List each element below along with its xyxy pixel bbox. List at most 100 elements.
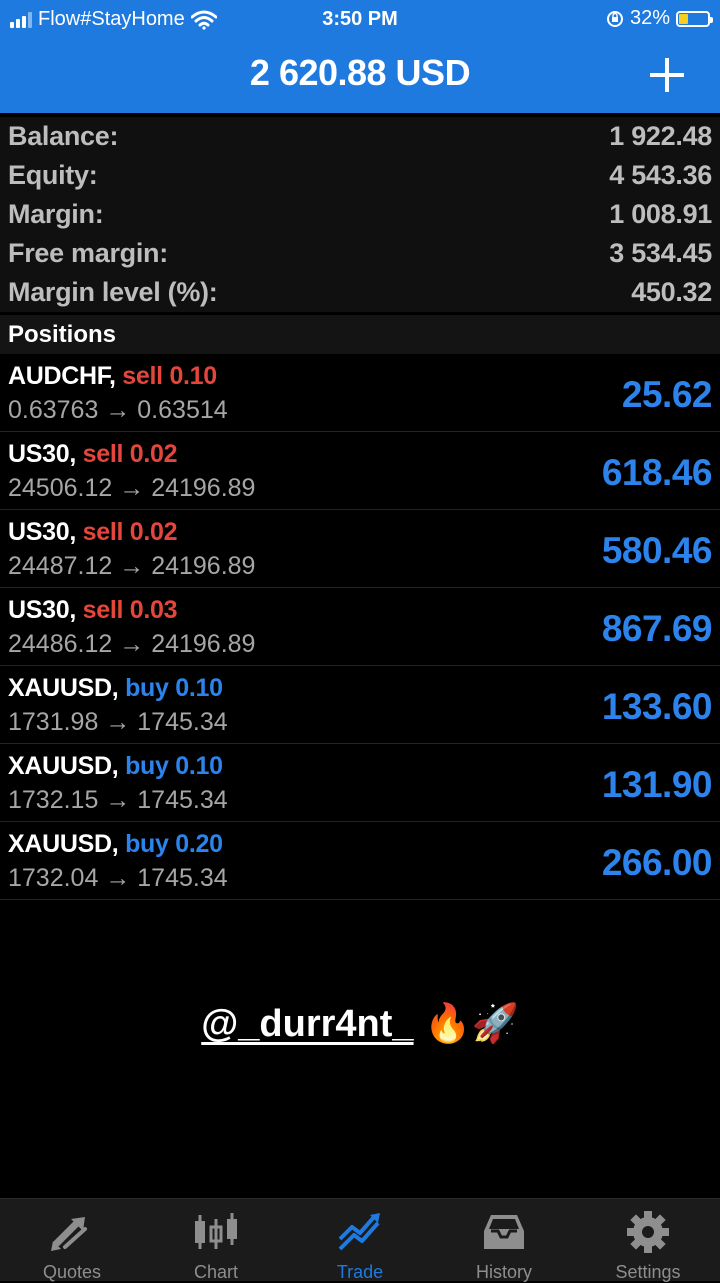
summary-row: Margin: 1 008.91: [0, 195, 720, 234]
arrow-right-icon: →: [112, 474, 152, 502]
tab-chart[interactable]: Chart: [144, 1199, 288, 1282]
signal-icon: [10, 11, 32, 28]
position-profit: 131.90: [601, 764, 713, 805]
current-price: 24196.89: [151, 474, 256, 502]
account-summary: Balance: 1 922.48 Equity: 4 543.36 Margin: 1 …: [0, 117, 720, 312]
position-type: buy: [125, 752, 169, 780]
summary-label: Free margin:: [8, 238, 168, 268]
position-row[interactable]: US30, sell 0.02 24506.12 → 24196.89 618.46: [0, 432, 720, 510]
position-profit: 580.46: [601, 530, 713, 571]
position-volume: 0.20: [175, 830, 223, 858]
position-symbol: US30,: [8, 596, 76, 624]
watermark: @_durr4nt_ 🔥🚀: [0, 1002, 720, 1046]
arrow-right-icon: →: [98, 708, 138, 736]
summary-value: 450.32: [631, 277, 712, 307]
position-title: XAUUSD, buy 0.20: [8, 830, 223, 859]
position-profit: 25.62: [621, 374, 713, 415]
top-header: Flow#StayHome 3:50 PM 32% 2 620.88 USD: [0, 0, 720, 113]
wifi-icon: [190, 10, 217, 30]
open-price: 24487.12: [8, 552, 113, 580]
arrow-right-icon: →: [98, 864, 138, 892]
open-price: 24486.12: [8, 630, 113, 658]
arrow-right-icon: →: [112, 630, 152, 658]
clock: 3:50 PM: [322, 8, 398, 30]
position-title: XAUUSD, buy 0.10: [8, 752, 223, 781]
current-price: 1745.34: [137, 786, 228, 814]
position-symbol: XAUUSD,: [8, 752, 119, 780]
positions-list: AUDCHF, sell 0.10 0.63763 → 0.63514 25.62 U…: [0, 354, 720, 900]
summary-value: 4 543.36: [609, 160, 712, 190]
position-volume: 0.02: [129, 440, 178, 468]
inbox-tray-icon: [484, 1215, 524, 1249]
tab-label: Chart: [193, 1262, 238, 1282]
position-type: buy: [125, 674, 169, 702]
arrow-right-icon: →: [98, 396, 138, 424]
summary-row: Free margin: 3 534.45: [0, 234, 720, 273]
position-type: sell: [82, 440, 124, 468]
carrier-group: Flow#StayHome: [10, 8, 217, 31]
position-prices: 1732.04 → 1745.34: [8, 864, 228, 893]
tab-label: Settings: [615, 1262, 681, 1282]
battery-icon: [676, 10, 713, 27]
status-bar: Flow#StayHome 3:50 PM 32%: [0, 0, 720, 40]
summary-row: Equity: 4 543.36: [0, 156, 720, 195]
position-title: US30, sell 0.03: [8, 596, 178, 625]
position-prices: 1731.98 → 1745.34: [8, 708, 228, 737]
tab-trade[interactable]: Trade: [288, 1199, 432, 1282]
position-title: US30, sell 0.02: [8, 518, 178, 547]
position-title: AUDCHF, sell 0.10: [8, 362, 217, 391]
position-prices: 0.63763 → 0.63514: [8, 396, 228, 425]
orientation-lock-icon: [606, 10, 623, 27]
summary-label: Margin level (%):: [8, 277, 218, 307]
current-price: 1745.34: [137, 864, 228, 892]
position-type: sell: [82, 596, 124, 624]
position-row[interactable]: XAUUSD, buy 0.10 1731.98 → 1745.34 133.60: [0, 666, 720, 744]
tab-label: Quotes: [42, 1262, 102, 1282]
position-type: sell: [122, 362, 163, 390]
summary-label: Balance:: [8, 121, 119, 151]
tab-settings[interactable]: Settings: [576, 1199, 720, 1282]
current-price: 24196.89: [151, 630, 256, 658]
candlestick-chart-icon: [195, 1213, 237, 1249]
tab-label: History: [475, 1262, 532, 1282]
position-row[interactable]: US30, sell 0.03 24486.12 → 24196.89 867.69: [0, 588, 720, 666]
battery-group: 32%: [606, 7, 713, 30]
position-row[interactable]: US30, sell 0.02 24487.12 → 24196.89 580.46: [0, 510, 720, 588]
page-title: 2 620.88 USD: [249, 52, 471, 93]
current-price: 1745.34: [137, 708, 228, 736]
summary-label: Equity:: [8, 160, 98, 190]
position-symbol: AUDCHF,: [8, 362, 116, 390]
position-prices: 1732.15 → 1745.34: [8, 786, 228, 815]
tab-bar: Quotes Chart Trade History: [0, 1198, 720, 1282]
add-order-icon[interactable]: [650, 58, 684, 92]
position-prices: 24487.12 → 24196.89: [8, 552, 255, 581]
arrow-right-icon: →: [112, 552, 152, 580]
position-title: XAUUSD, buy 0.10: [8, 674, 223, 703]
position-row[interactable]: AUDCHF, sell 0.10 0.63763 → 0.63514 25.62: [0, 354, 720, 432]
open-price: 1732.15: [8, 786, 99, 814]
position-profit: 266.00: [601, 842, 713, 883]
open-price: 24506.12: [8, 474, 113, 502]
position-volume: 0.10: [175, 674, 223, 702]
position-type: buy: [125, 830, 169, 858]
position-profit: 618.46: [601, 452, 713, 493]
position-row[interactable]: XAUUSD, buy 0.10 1732.15 → 1745.34 131.90: [0, 744, 720, 822]
quotes-arrows-icon: [51, 1217, 87, 1251]
position-type: sell: [82, 518, 124, 546]
summary-value: 1 922.48: [609, 121, 712, 151]
open-price: 0.63763: [8, 396, 99, 424]
tab-history[interactable]: History: [432, 1199, 576, 1282]
position-prices: 24506.12 → 24196.89: [8, 474, 255, 503]
position-symbol: XAUUSD,: [8, 674, 119, 702]
battery-percent: 32%: [629, 7, 670, 29]
tab-quotes[interactable]: Quotes: [0, 1199, 144, 1282]
summary-label: Margin:: [8, 199, 104, 229]
position-profit: 867.69: [601, 608, 713, 649]
watermark-emoji: 🔥🚀: [424, 1003, 519, 1045]
current-price: 0.63514: [137, 396, 228, 424]
positions-section-header: Positions: [0, 315, 720, 354]
summary-value: 1 008.91: [609, 199, 712, 229]
open-price: 1732.04: [8, 864, 99, 892]
position-row[interactable]: XAUUSD, buy 0.20 1732.04 → 1745.34 266.00: [0, 822, 720, 900]
open-price: 1731.98: [8, 708, 99, 736]
